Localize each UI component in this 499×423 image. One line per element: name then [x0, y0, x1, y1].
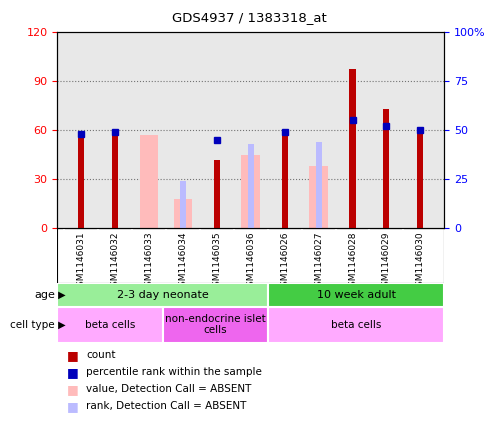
Bar: [248, 144, 254, 228]
Bar: [180, 181, 186, 228]
Bar: [174, 199, 192, 228]
Bar: [315, 142, 322, 228]
Text: GSM1146027: GSM1146027: [314, 231, 323, 292]
Text: value, Detection Call = ABSENT: value, Detection Call = ABSENT: [86, 384, 251, 394]
Bar: [417, 130, 424, 228]
Text: GSM1146029: GSM1146029: [382, 231, 391, 292]
Bar: [57, 307, 163, 343]
Bar: [112, 130, 118, 228]
Text: ▶: ▶: [55, 290, 65, 300]
Bar: [281, 132, 288, 228]
Text: ■: ■: [67, 400, 79, 412]
Text: beta cells: beta cells: [331, 320, 381, 330]
Text: GSM1146036: GSM1146036: [246, 231, 255, 292]
Text: GSM1146030: GSM1146030: [416, 231, 425, 292]
Bar: [309, 166, 328, 228]
Text: GSM1146028: GSM1146028: [348, 231, 357, 292]
Bar: [242, 155, 260, 228]
Text: 10 week adult: 10 week adult: [317, 290, 396, 300]
Bar: [163, 307, 268, 343]
Bar: [268, 283, 444, 307]
Text: ■: ■: [67, 349, 79, 362]
Text: 2-3 day neonate: 2-3 day neonate: [117, 290, 209, 300]
Text: beta cells: beta cells: [85, 320, 135, 330]
Text: GSM1146035: GSM1146035: [212, 231, 222, 292]
Text: GDS4937 / 1383318_at: GDS4937 / 1383318_at: [172, 11, 327, 24]
Text: GSM1146026: GSM1146026: [280, 231, 289, 292]
Text: non-endocrine islet
cells: non-endocrine islet cells: [165, 314, 266, 335]
Bar: [383, 109, 390, 228]
Text: percentile rank within the sample: percentile rank within the sample: [86, 367, 262, 377]
Text: ▶: ▶: [55, 320, 65, 330]
Bar: [57, 228, 444, 283]
Text: ■: ■: [67, 366, 79, 379]
Bar: [349, 69, 356, 228]
Bar: [214, 159, 220, 228]
Text: GSM1146033: GSM1146033: [145, 231, 154, 292]
Text: ■: ■: [67, 383, 79, 396]
Bar: [78, 138, 84, 228]
Bar: [268, 307, 444, 343]
Text: GSM1146034: GSM1146034: [179, 231, 188, 292]
Text: GSM1146031: GSM1146031: [77, 231, 86, 292]
Bar: [140, 135, 158, 228]
Text: GSM1146032: GSM1146032: [111, 231, 120, 292]
Text: cell type: cell type: [10, 320, 55, 330]
Bar: [57, 283, 268, 307]
Text: age: age: [34, 290, 55, 300]
Text: count: count: [86, 350, 116, 360]
Text: rank, Detection Call = ABSENT: rank, Detection Call = ABSENT: [86, 401, 247, 411]
